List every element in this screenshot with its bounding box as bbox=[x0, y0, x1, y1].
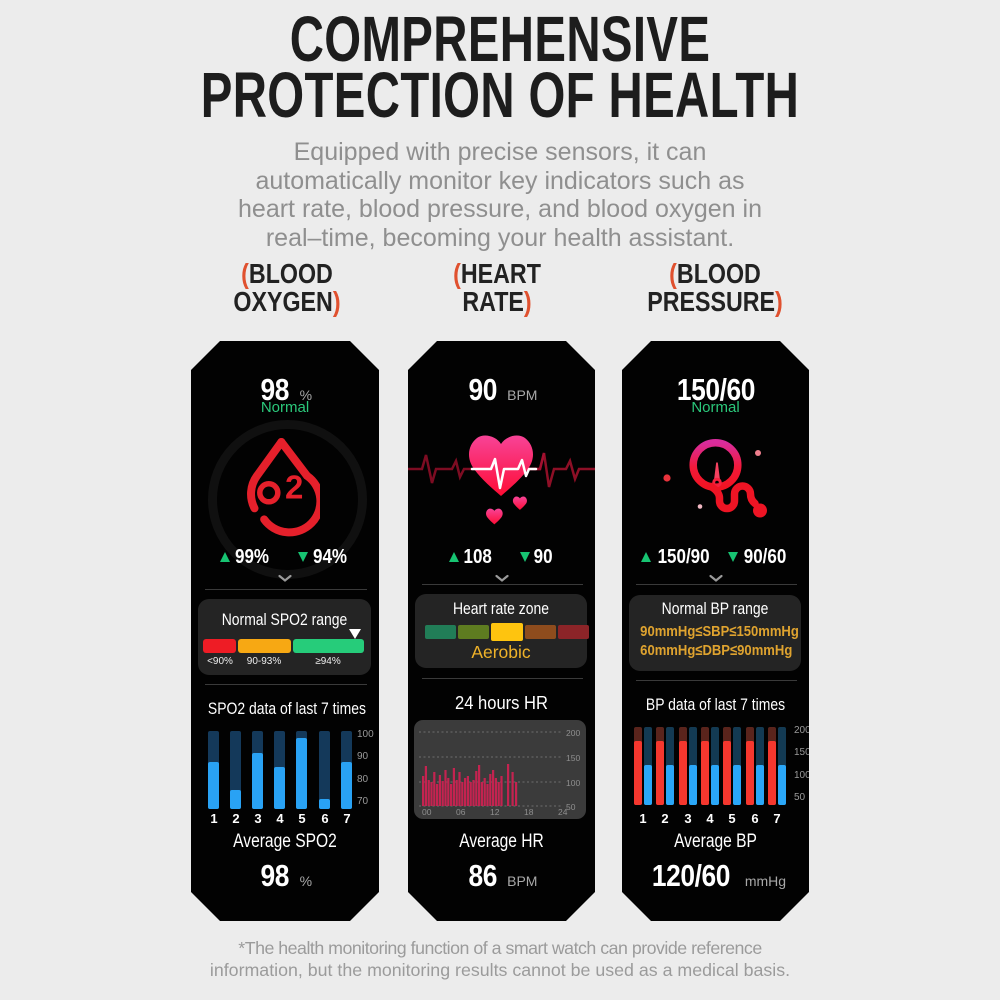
svg-text:06: 06 bbox=[456, 807, 466, 817]
svg-text:2: 2 bbox=[285, 469, 303, 506]
svg-text:200: 200 bbox=[566, 728, 580, 738]
svg-text:00: 00 bbox=[422, 807, 432, 817]
svg-text:150: 150 bbox=[566, 753, 580, 763]
svg-text:18: 18 bbox=[524, 807, 534, 817]
svg-text:24: 24 bbox=[558, 807, 568, 817]
svg-text:100: 100 bbox=[566, 778, 580, 788]
svg-text:50: 50 bbox=[566, 802, 576, 812]
svg-text:12: 12 bbox=[490, 807, 500, 817]
